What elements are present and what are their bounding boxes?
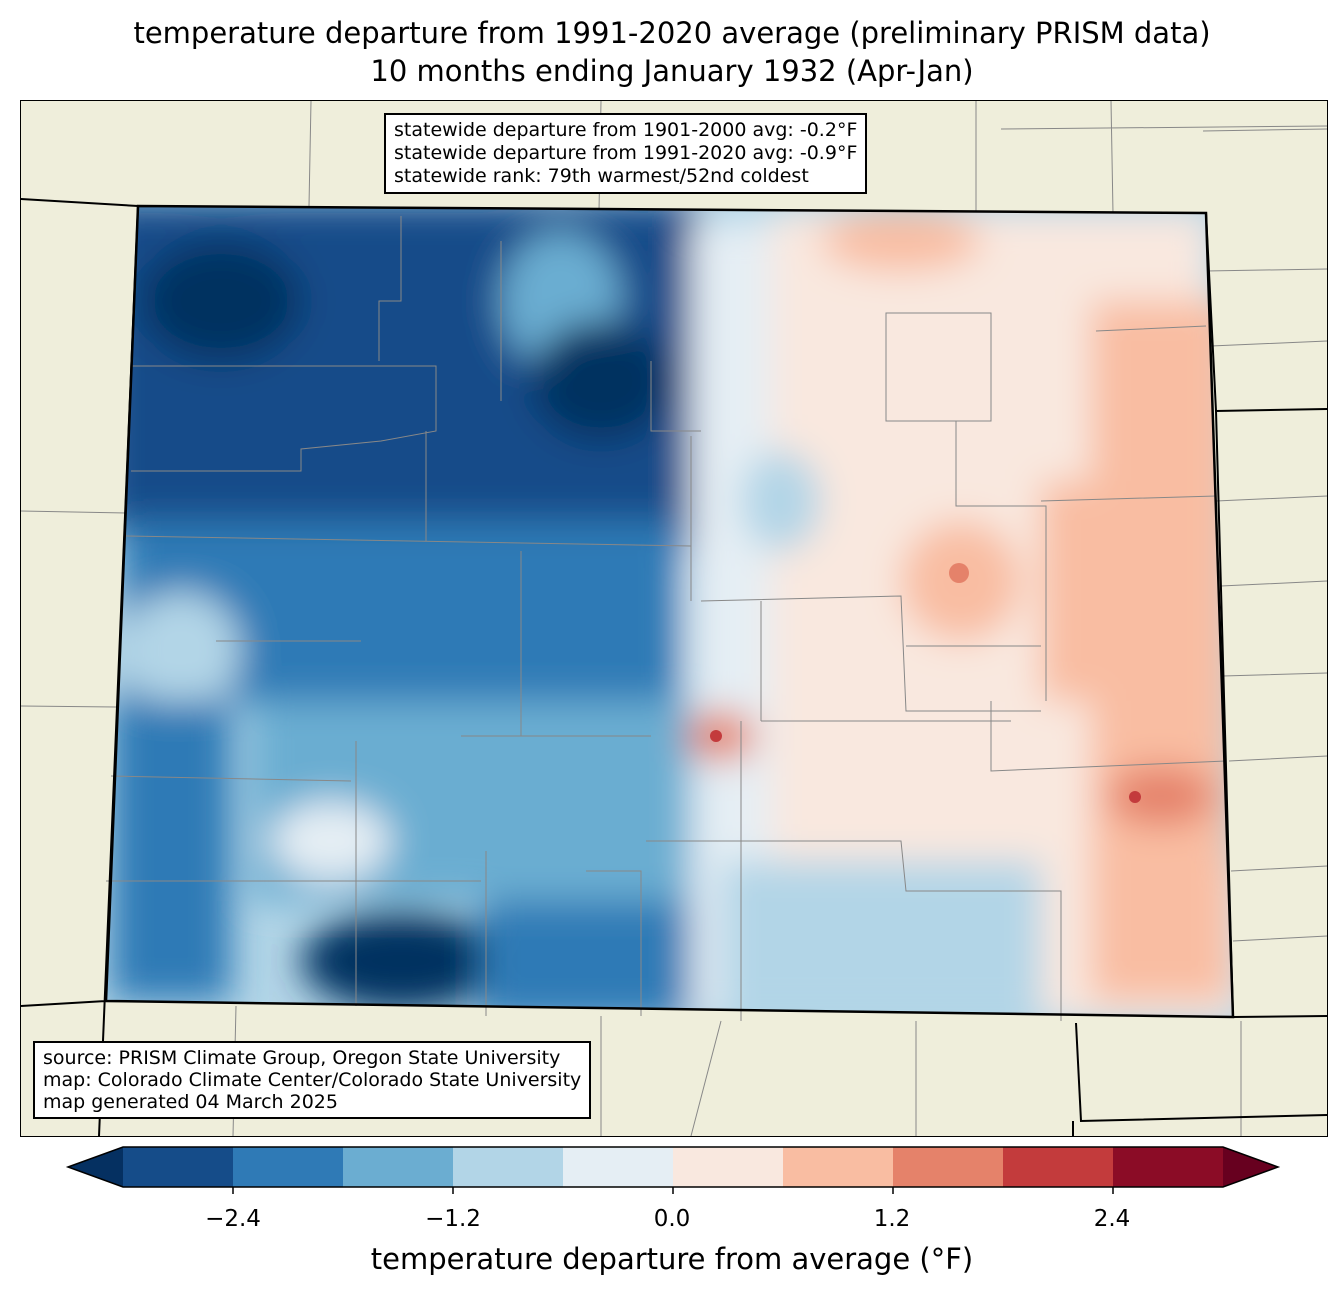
colorbar-segment: [893, 1147, 1004, 1187]
source-line1: source: PRISM Climate Group, Oregon Stat…: [43, 1047, 561, 1069]
colorbar-segment: [233, 1147, 344, 1187]
source-box: source: PRISM Climate Group, Oregon Stat…: [33, 1041, 592, 1119]
colorbar-segment: [563, 1147, 674, 1187]
colorbar-tick: 0.0: [653, 1206, 691, 1232]
colorbar-extend-high: [1223, 1147, 1278, 1187]
colorbar-tick: 2.4: [1093, 1206, 1131, 1232]
colorbar-segment: [343, 1147, 454, 1187]
colorbar-tick: −1.2: [425, 1206, 481, 1232]
colorbar: [65, 1146, 1281, 1194]
colorbar-segment: [1113, 1147, 1224, 1187]
statewide-stats-box: statewide departure from 1901-2000 avg: …: [384, 113, 868, 194]
colorbar-extend-low: [68, 1147, 123, 1187]
temperature-field: [106, 206, 1233, 1017]
map-title-line1: temperature departure from 1991-2020 ave…: [133, 16, 1211, 50]
colorado-temperature-map: statewide departure from 1901-2000 avg: …: [20, 100, 1328, 1137]
county-lines: [106, 216, 1227, 1021]
colorbar-label: temperature departure from average (°F): [370, 1242, 974, 1276]
map-canvas: [21, 101, 1327, 1136]
colorbar-tick: −2.4: [205, 1206, 261, 1232]
source-line2: map: Colorado Climate Center/Colorado St…: [43, 1069, 582, 1091]
source-line3: map generated 04 March 2025: [43, 1091, 338, 1113]
stats-line2: statewide departure from 1991-2020 avg: …: [394, 142, 858, 164]
colorbar-segment: [783, 1147, 894, 1187]
stats-line1: statewide departure from 1901-2000 avg: …: [394, 119, 858, 141]
colorbar-outline: [65, 1146, 1281, 1188]
colorbar-segment: [673, 1147, 784, 1187]
colorbar-segment: [453, 1147, 564, 1187]
colorbar-segment: [1003, 1147, 1114, 1187]
stats-line3: statewide rank: 79th warmest/52nd coldes…: [394, 165, 809, 187]
state-borders: [21, 198, 1327, 1136]
colorbar-segment: [123, 1147, 234, 1187]
map-title-line2: 10 months ending January 1932 (Apr-Jan): [370, 54, 974, 88]
colorbar-tick: 1.2: [873, 1206, 911, 1232]
